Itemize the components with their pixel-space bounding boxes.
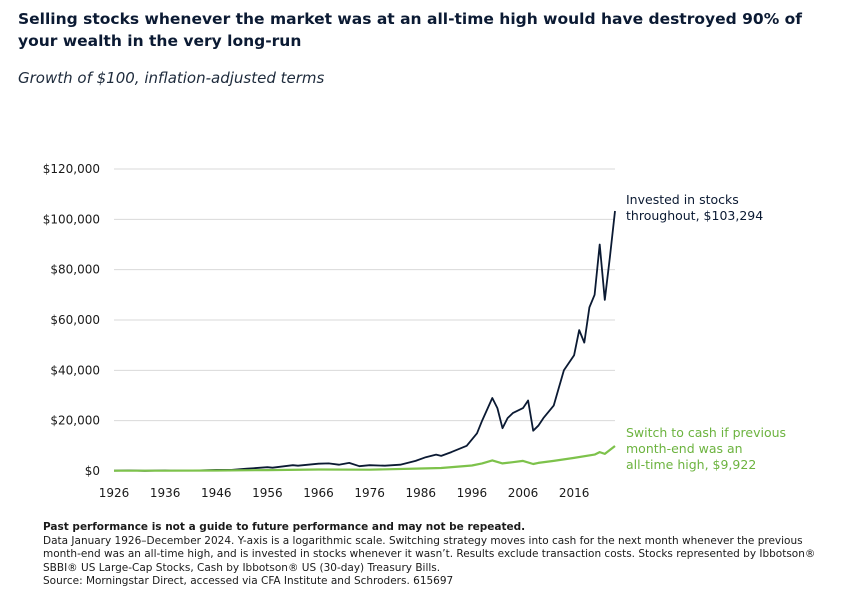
x-tick-label: 2016 [559, 486, 590, 500]
y-tick-label: $100,000 [43, 212, 100, 226]
y-tick-label: $80,000 [50, 263, 100, 277]
x-tick-label: 1956 [252, 486, 283, 500]
series-lines [113, 210, 616, 472]
annotation-line: throughout, $103,294 [626, 208, 763, 223]
x-tick-label: 1976 [354, 486, 385, 500]
y-tick-label: $20,000 [50, 414, 100, 428]
y-tick-label: $0 [85, 464, 100, 478]
chart-title: Selling stocks whenever the market was a… [18, 10, 803, 50]
x-tick-label: 2006 [508, 486, 539, 500]
annotations: Invested in stocks throughout, $103,294 Sw… [626, 192, 786, 472]
stocks-series-line [113, 210, 616, 472]
line-chart: $0 $20,000 $40,000 $60,000 $80,000 $100,000 $1… [43, 162, 786, 500]
x-tick-label: 1996 [457, 486, 488, 500]
footer: Past performance is not a guide to futur… [43, 521, 833, 589]
footer-note: Data January 1926–December 2024. Y-axis … [43, 534, 816, 574]
x-tick-label: 1926 [99, 486, 130, 500]
annotation-line: Switch to cash if previous [626, 425, 786, 440]
grid-lines [114, 168, 615, 422]
switch-annotation: Switch to cash if previous month-end was … [626, 425, 786, 472]
y-tick-label: $60,000 [50, 313, 100, 327]
x-axis-ticks: 1926 1936 1946 1956 1966 1976 1986 1996 2006 2016 [99, 486, 590, 500]
footer-source: Source: Morningstar Direct, accessed via… [43, 575, 454, 587]
annotation-line: all-time high, $9,922 [626, 457, 756, 472]
y-tick-label: $120,000 [43, 162, 100, 176]
y-axis-ticks: $0 $20,000 $40,000 $60,000 $80,000 $100,000 $1… [43, 162, 100, 478]
stocks-annotation: Invested in stocks throughout, $103,294 [626, 192, 763, 223]
y-tick-label: $40,000 [50, 363, 100, 377]
annotation-line: Invested in stocks [626, 192, 739, 207]
footer-disclaimer: Past performance is not a guide to futur… [43, 521, 526, 533]
x-tick-label: 1946 [201, 486, 232, 500]
annotation-line: month-end was an [626, 441, 743, 456]
switch-series-line [114, 445, 616, 472]
x-tick-label: 1936 [150, 486, 181, 500]
chart-subtitle: Growth of $100, inflation-adjusted terms [18, 69, 325, 87]
x-tick-label: 1986 [405, 486, 436, 500]
x-tick-label: 1966 [303, 486, 334, 500]
